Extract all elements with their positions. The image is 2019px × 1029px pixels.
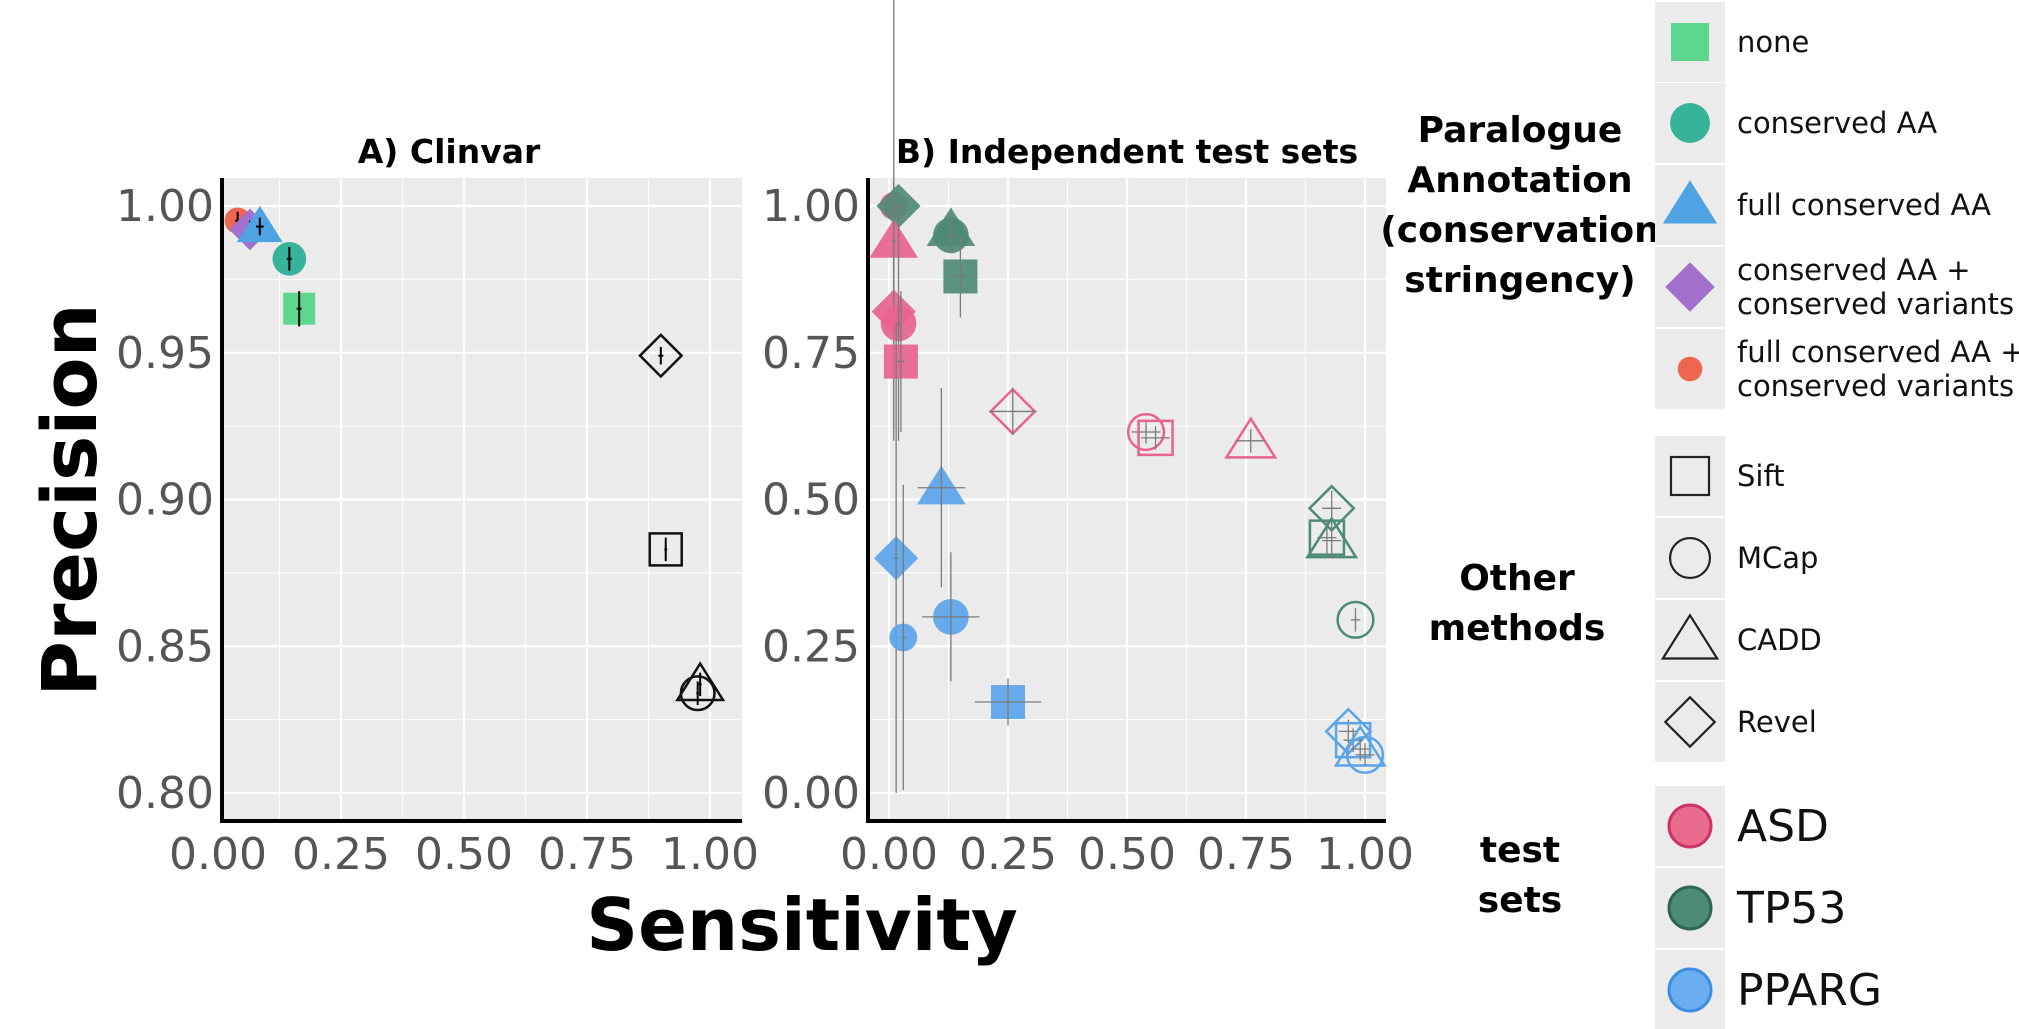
legend-marker-cadd	[1660, 613, 1720, 660]
panel-a-x-tick-label: 0.25	[292, 829, 390, 880]
legend-label-revel: Revel	[1737, 705, 1817, 739]
panel-b-y-tick-label: 0.25	[762, 621, 860, 672]
panel-b-tick-labels: 0.00 0.25 0.50 0.75 1.00 0.00 0.25 0.50 0.75 1.00	[762, 181, 1414, 880]
panel-a-y-tick-label: 1.00	[116, 181, 214, 232]
legend-label-tp53: TP53	[1736, 883, 1846, 934]
panel-b-title: B) Independent test sets	[896, 132, 1358, 171]
legend-label-cadd: CADD	[1737, 623, 1822, 657]
legend-methods-title: Other methods	[1429, 558, 1606, 649]
panel-a-point-mcap-clinvar	[679, 675, 716, 712]
panel-b-marks	[869, 0, 1387, 793]
legend-key-sift	[1655, 436, 1725, 516]
panel-a-x-tick-label: 1.00	[661, 829, 759, 880]
legend-label-pparg: PPARG	[1737, 965, 1882, 1016]
panel-b-point-conserved-aa-tp53	[933, 217, 969, 254]
panel-b-point-mcap-pparg	[1345, 735, 1385, 774]
legend-key-mcap	[1655, 518, 1725, 598]
y-axis-label: Precision	[25, 303, 114, 696]
panel-a-title: A) Clinvar	[358, 132, 541, 171]
legend-label-mcap: MCap	[1737, 541, 1818, 575]
panel-b-point-mcap-asd	[1126, 412, 1166, 452]
legend-label-full-conserved-aa: full conserved AA	[1737, 188, 1991, 222]
panel-b-x-tick-label: 0.25	[959, 829, 1057, 880]
panel-a-point-none-clinvar	[283, 291, 316, 327]
x-axis-label: Sensitivity	[586, 883, 1018, 967]
panel-b-point-conserved-aa-conserved-variants-pparg	[874, 323, 919, 793]
panel-b-independent: B) Independent test sets 0.00 0.25 0.50 0.7…	[762, 0, 1414, 880]
panel-a-gridlines	[216, 178, 742, 821]
panel-a-tick-labels: 0.00 0.25 0.50 0.75 1.00 0.80 0.85 0.90 0.95 1.00	[116, 181, 759, 880]
panel-a-point-full-conserved-aa-clinvar	[236, 205, 283, 243]
panel-b-x-tick-label: 0.50	[1078, 829, 1176, 880]
panel-a-y-tick-label: 0.90	[116, 475, 214, 526]
panel-b-point-full-conserved-aa-pparg	[917, 387, 966, 588]
legend-marker-pparg	[1667, 967, 1713, 1013]
panel-b-point-cadd-asd	[1224, 416, 1278, 459]
legend-marker-full-conserved-aa-conserved-variants	[1677, 356, 1703, 382]
legend-key-cadd	[1655, 600, 1725, 680]
legend-label-none: none	[1737, 25, 1809, 59]
panel-a-point-conserved-aa-clinvar	[272, 242, 307, 276]
legend-marker-conserved-aa-conserved-variants	[1665, 262, 1715, 312]
panel-b-x-tick-label: 0.75	[1197, 829, 1295, 880]
panel-b-point-none-pparg	[974, 678, 1042, 726]
panel-b-point-conserved-aa-pparg	[922, 552, 980, 682]
legend-marker-revel	[1663, 695, 1717, 749]
legend-marker-sift	[1669, 455, 1711, 497]
panel-a-x-tick-label: 0.00	[169, 829, 267, 880]
panel-b-y-tick-label: 0.00	[762, 768, 860, 819]
legend-marker-asd	[1667, 803, 1713, 849]
panel-b-point-conserved-aa-asd	[880, 206, 917, 441]
panel-a-point-sift-clinvar	[648, 532, 683, 567]
panel-a-marks	[224, 205, 726, 712]
legend-label-full-conserved-aa-conserved-variants: full conserved AA + conserved variants	[1737, 335, 2019, 403]
panel-b-point-mcap-tp53	[1336, 600, 1375, 639]
legend-marker-conserved-aa	[1670, 103, 1710, 143]
panel-a-y-tick-label: 0.95	[116, 328, 214, 379]
legend-label-sift: Sift	[1737, 459, 1785, 493]
panel-b-x-tick-label: 0.00	[840, 829, 938, 880]
legend-paralogue-title: Paralogue Annotation (conservation stringen…	[1380, 110, 1659, 301]
panel-b-point-revel-asd	[988, 387, 1037, 436]
panel-a-clinvar: A) Clinvar 0.00 0.25 0.50 0.75 1.000.800.850…	[116, 132, 759, 880]
legend-sets-title: test sets	[1478, 830, 1562, 921]
panel-b-point-full-conserved-aa-conserved-variants-pparg	[889, 484, 918, 791]
legend-label-conserved-aa-conserved-variants: conserved AA + conserved variants	[1737, 253, 2014, 321]
panel-a-x-tick-label: 0.75	[538, 829, 636, 880]
panel-b-point-none-tp53	[943, 235, 978, 318]
panel-a-y-tick-label: 0.85	[116, 621, 214, 672]
legend-label-asd: ASD	[1737, 801, 1829, 852]
legend-marker-none	[1671, 23, 1709, 61]
panel-a-x-tick-label: 0.50	[415, 829, 513, 880]
panel-b-point-none-asd	[883, 291, 918, 432]
legend-marker-mcap	[1668, 536, 1712, 580]
panel-a-y-tick-label: 0.80	[116, 768, 214, 819]
panel-b-point-cadd-tp53	[1305, 516, 1359, 559]
panel-b-y-tick-label: 0.75	[762, 328, 860, 379]
legend: Paralogue Annotation (conservation stringen…	[1380, 2, 2019, 1029]
panel-b-y-tick-label: 1.00	[762, 181, 860, 232]
legend-marker-full-conserved-aa	[1662, 180, 1718, 224]
panel-b-x-tick-label: 1.00	[1316, 829, 1414, 880]
panel-a-point-revel-clinvar	[638, 333, 684, 379]
panel-b-point-sift-asd	[1137, 419, 1174, 457]
legend-label-conserved-aa: conserved AA	[1737, 106, 1937, 140]
panel-b-y-tick-label: 0.50	[762, 475, 860, 526]
legend-marker-tp53	[1667, 885, 1713, 931]
